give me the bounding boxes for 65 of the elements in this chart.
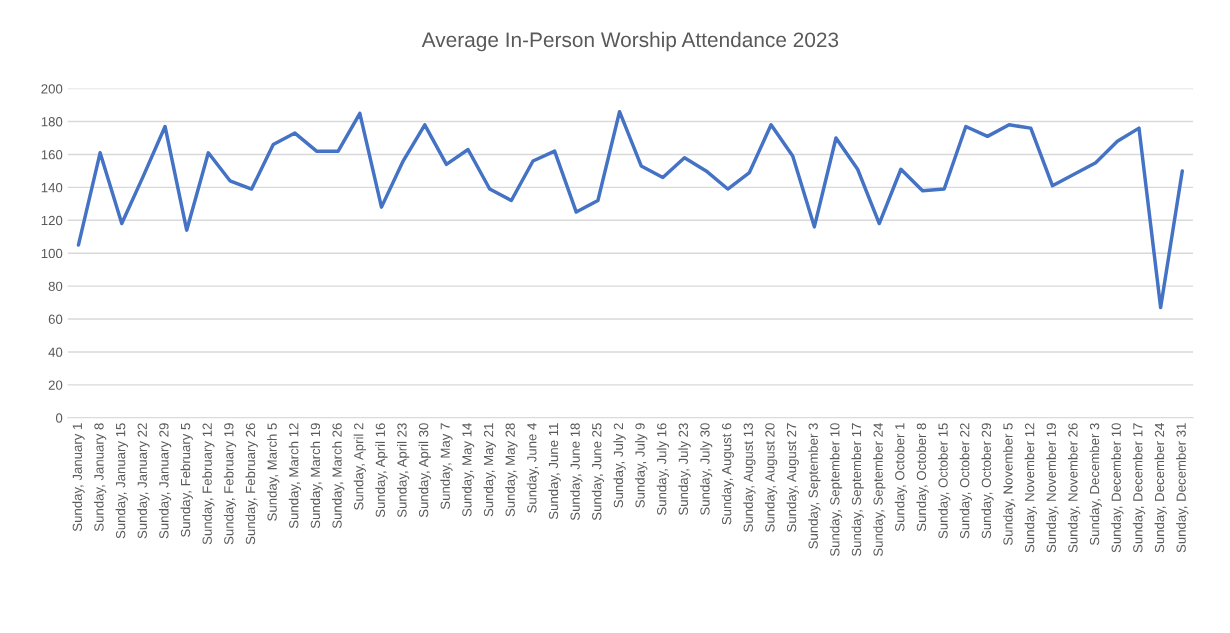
- y-tick-label: 0: [55, 413, 63, 423]
- x-tick-label: Sunday, July 23: [678, 423, 691, 515]
- x-tick-label: Sunday, July 16: [656, 423, 669, 515]
- x-tick-label: Sunday, March 26: [332, 423, 345, 529]
- x-tick-label: Sunday, January 1: [72, 423, 85, 532]
- x-tick-label: Sunday, June 4: [526, 423, 540, 513]
- x-tick-label: Sunday, October 1: [894, 423, 908, 532]
- x-tick-label: Sunday, November 19: [1046, 423, 1059, 553]
- x-tick-label: Sunday, July 2: [613, 423, 626, 508]
- x-tick-label: Sunday, January 15: [115, 423, 128, 539]
- x-tick-label: Sunday, April 30: [418, 423, 431, 518]
- y-tick-label: 140: [41, 182, 63, 193]
- x-tick-label: Sunday, January 8: [93, 423, 107, 532]
- x-tick-label: Sunday, March 5: [267, 423, 280, 521]
- x-tick-label: Sunday, March 19: [310, 423, 323, 529]
- x-tick-label: Sunday, July 30: [699, 423, 713, 515]
- x-tick-label: Sunday, September 24: [873, 423, 886, 557]
- x-tick-label: Sunday, February 26: [245, 423, 258, 545]
- y-tick-label: 20: [48, 380, 63, 390]
- x-tick-label: Sunday, October 15: [938, 423, 951, 539]
- x-tick-label: Sunday, October 8: [916, 423, 929, 532]
- x-tick-label: Sunday, October 22: [959, 423, 972, 539]
- x-tick-label: Sunday, August 20: [764, 423, 778, 532]
- y-tick-label: 180: [41, 117, 63, 127]
- x-tick-label: Sunday, September 3: [808, 423, 821, 549]
- x-tick-label: Sunday, March 12: [288, 423, 302, 529]
- y-tick-label: 60: [48, 314, 63, 324]
- y-tick-label: 200: [41, 84, 63, 94]
- y-tick-label: 160: [41, 150, 63, 160]
- x-tick-label: Sunday, December 10: [1111, 423, 1124, 553]
- x-tick-label: Sunday, July 9: [635, 423, 648, 508]
- x-tick-label: Sunday, November 12: [1024, 423, 1037, 553]
- x-tick-label: Sunday, December 31: [1176, 423, 1189, 553]
- x-tick-label: Sunday, November 26: [1067, 423, 1081, 553]
- x-tick-label: Sunday, September 10: [829, 423, 843, 557]
- x-tick-label: Sunday, May 14: [461, 423, 475, 517]
- y-tick-label: 80: [48, 281, 63, 292]
- y-tick-label: 40: [48, 347, 63, 357]
- x-tick-label: Sunday, June 11: [548, 423, 561, 520]
- x-tick-label: Sunday, December 17: [1132, 423, 1146, 553]
- x-tick-label: Sunday, May 28: [505, 423, 518, 517]
- x-tick-label: Sunday, October 29: [981, 423, 994, 539]
- x-tick-label: Sunday, February 12: [202, 423, 215, 545]
- x-tick-label: Sunday, April 23: [396, 423, 410, 518]
- x-tick-label: Sunday, April 16: [375, 423, 388, 518]
- x-tick-label: Sunday, August 27: [786, 423, 799, 532]
- x-tick-label: Sunday, May 21: [483, 423, 496, 517]
- chart-title: Average In-Person Worship Attendance 2023: [421, 31, 839, 52]
- x-tick-label: Sunday, April 2: [353, 423, 366, 510]
- y-tick-label: 100: [41, 248, 63, 259]
- x-tick-label: Sunday, December 24: [1154, 423, 1167, 553]
- x-tick-label: Sunday, November 5: [1002, 423, 1016, 546]
- x-tick-label: Sunday, May 7: [440, 423, 453, 510]
- y-tick-label: 120: [41, 215, 63, 226]
- x-tick-label: Sunday, September 17: [851, 423, 864, 557]
- x-tick-label: Sunday, January 29: [158, 423, 172, 539]
- x-tick-label: Sunday, February 5: [180, 423, 193, 537]
- line-series: [76, 109, 1185, 310]
- x-tick-label: Sunday, August 6: [721, 423, 734, 525]
- x-tick-label: Sunday, August 13: [743, 423, 756, 532]
- x-tick-label: Sunday, January 22: [137, 423, 150, 539]
- x-tick-label: Sunday, February 19: [223, 423, 237, 545]
- x-tick-label: Sunday, December 3: [1089, 423, 1102, 546]
- x-tick-label: Sunday, June 18: [570, 423, 583, 521]
- x-tick-label: Sunday, June 25: [591, 423, 605, 521]
